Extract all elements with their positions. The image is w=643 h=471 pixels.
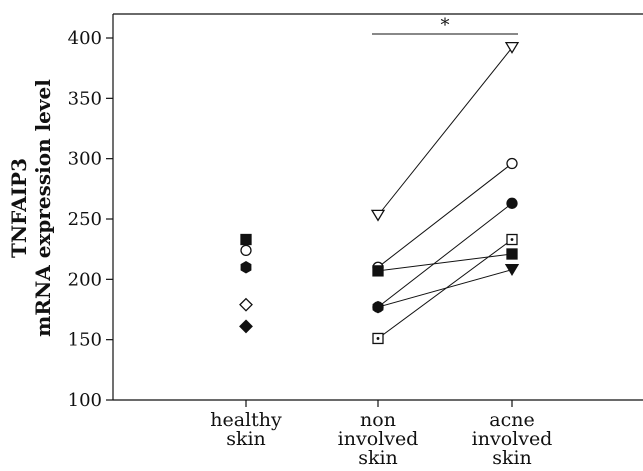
chart-labels: 100150200250300350400healthyskinnoninvol… [7,15,552,469]
data-point-triangle-down [370,209,386,222]
data-point-dot [376,337,380,340]
y-axis-label-line-2: mRNA expression level [31,79,55,337]
series-line [377,163,513,268]
y-tick-label: 150 [68,330,102,351]
y-tick-label: 100 [68,390,102,411]
data-point-square [240,233,252,246]
series-line [377,47,513,216]
data-point-diamond [239,297,253,312]
data-point-triangle-down [504,264,520,276]
y-tick-label: 350 [68,88,102,109]
y-tick-label: 300 [68,149,102,170]
data-point-square [506,248,518,260]
data-point-triangle-down [504,42,520,54]
data-point-hexagon [372,300,384,314]
axes [106,13,643,407]
data-point-diamond [239,319,253,334]
data-point-square [372,265,384,277]
data-point-dot [510,238,514,241]
y-tick-label: 200 [68,269,102,290]
series-line [377,202,513,308]
x-tick-label: skin [358,447,398,469]
y-tick-label: 400 [68,28,102,49]
data-point-hexagon [240,261,252,274]
x-tick-label: non [360,409,396,431]
x-tick-label: skin [226,428,266,450]
data-point-circle [506,157,518,170]
y-axis-label-line-1: TNFAIP3 [7,158,31,258]
data-point-circle [240,244,252,257]
x-tick-label: acne [489,409,534,431]
x-tick-label: involved [472,428,553,450]
x-tick-label: involved [338,428,419,450]
chart-marks [239,33,520,345]
x-tick-label: healthy [210,409,282,431]
data-point-circle [506,197,518,209]
x-tick-label: skin [492,447,532,469]
series-line [377,239,513,339]
significance-label: * [441,15,450,36]
y-tick-label: 250 [68,209,102,230]
series-line [377,253,513,272]
